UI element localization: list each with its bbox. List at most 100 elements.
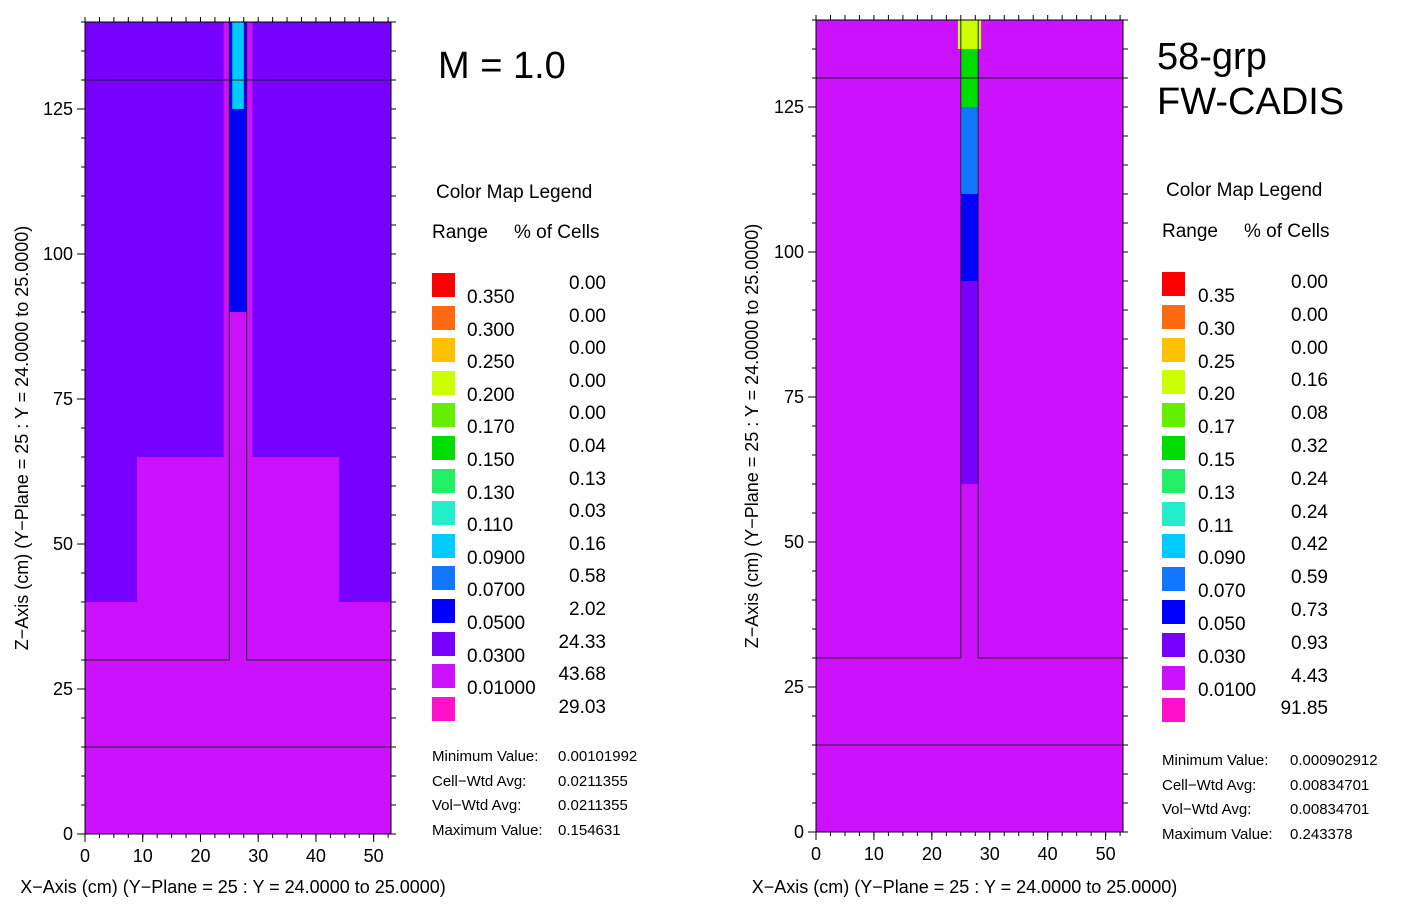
right-legend-pct-value: 91.85 xyxy=(1280,698,1328,720)
left-y-tick-label: 125 xyxy=(43,99,73,119)
right-legend-title: Color Map Legend xyxy=(1166,180,1323,201)
right-legend-range-header: Range xyxy=(1162,221,1218,242)
left-legend-pct-value: 0.58 xyxy=(569,566,606,588)
right-y-tick-label: 25 xyxy=(784,677,804,697)
left-legend-pct-value: 24.33 xyxy=(558,631,606,653)
right-legend-swatch xyxy=(1162,403,1185,428)
right-legend-swatch xyxy=(1162,567,1185,592)
right-legend-pct-value: 0.42 xyxy=(1291,534,1328,556)
left-legend-range-value: 0.350 xyxy=(467,287,515,308)
right-stat-label: Maximum Value: xyxy=(1162,825,1273,843)
left-x-tick-label: 20 xyxy=(190,846,210,866)
left-legend-swatch xyxy=(432,696,455,721)
right-x-tick-label: 40 xyxy=(1038,844,1058,864)
right-stat-value: 0.000902912 xyxy=(1290,752,1378,769)
right-legend-range-value: 0.030 xyxy=(1198,646,1246,668)
right-x-tick-label: 30 xyxy=(980,844,1000,864)
left-legend-swatch xyxy=(432,403,455,428)
left-legend-pct-value: 29.03 xyxy=(558,696,606,718)
right-stat-value: 0.00834701 xyxy=(1290,801,1370,818)
left-legend-pct-value: 0.04 xyxy=(569,436,606,457)
right-legend-pct-value: 0.00 xyxy=(1291,272,1328,293)
left-stat-value: 0.0211355 xyxy=(558,797,628,814)
right-legend-range-value: 0.35 xyxy=(1198,286,1235,307)
left-legend-range-value: 0.0900 xyxy=(467,547,526,569)
left-legend-range-value: 0.150 xyxy=(467,450,515,471)
right-legend-range-value: 0.090 xyxy=(1198,548,1246,570)
left-legend-range-value: 0.170 xyxy=(467,417,515,439)
left-legend-pct-value: 0.13 xyxy=(569,468,606,490)
right-legend-pct-value: 4.43 xyxy=(1291,665,1328,687)
left-legend-title: Color Map Legend xyxy=(436,182,593,203)
right-legend-swatch xyxy=(1162,534,1185,559)
left-legend-swatch xyxy=(432,436,455,460)
right-legend-pct-value: 0.08 xyxy=(1291,403,1328,425)
right-stat-label: Minimum Value: xyxy=(1162,752,1269,769)
right-legend-range-value: 0.30 xyxy=(1198,318,1235,340)
right-annotation-line-1: 58-grp xyxy=(1157,36,1267,78)
left-legend-pct-value: 0.00 xyxy=(569,338,606,360)
left-x-tick-label: 0 xyxy=(80,846,90,866)
left-plot-svg: 0 10 20 30 40 50 0 25 50 75 100 125 X−Axis (cm) (Y−P… xyxy=(12,17,446,897)
right-legend-pct-value: 0.73 xyxy=(1291,600,1328,621)
right-legend-pct-value: 0.59 xyxy=(1291,567,1328,589)
right-legend-pct-value: 0.24 xyxy=(1291,468,1328,490)
right-legend-range-value: 0.050 xyxy=(1198,614,1246,635)
left-legend-swatch xyxy=(432,599,455,623)
left-legend-swatch xyxy=(432,533,455,558)
right-annotation-line-2: FW-CADIS xyxy=(1157,81,1345,123)
right-legend-range-value: 0.11 xyxy=(1198,515,1234,537)
left-x-tick-label: 50 xyxy=(364,846,384,866)
left-legend-range-value: 0.0700 xyxy=(467,580,526,602)
right-legend-pct-header: % of Cells xyxy=(1244,221,1330,242)
left-legend-pct-value: 0.03 xyxy=(569,501,606,523)
right-panel: 0 10 20 30 40 50 0 25 50 75 100 125 X−Axis (cm) (Y−P… xyxy=(730,0,1408,905)
right-stat-value: 0.00834701 xyxy=(1290,776,1370,794)
right-y-tick-label: 75 xyxy=(784,387,804,407)
left-legend-swatch xyxy=(432,664,455,689)
left-heat-region xyxy=(339,22,391,602)
right-legend-range-value: 0.0100 xyxy=(1198,679,1257,701)
left-legend-range-value: 0.01000 xyxy=(467,678,536,700)
left-legend-range-value: 0.0300 xyxy=(467,645,526,667)
left-x-tick-label: 40 xyxy=(306,846,326,866)
right-x-tick-label: 0 xyxy=(811,844,821,864)
right-annotation: 58-grp FW-CADIS xyxy=(1157,35,1344,125)
right-legend-swatch xyxy=(1162,665,1185,690)
left-legend-swatch xyxy=(432,338,455,363)
right-y-tick-label: 125 xyxy=(774,97,804,117)
right-legend-swatch xyxy=(1162,272,1185,296)
left-stat-label: Maximum Value: xyxy=(432,821,543,839)
left-legend-pct-value: 43.68 xyxy=(558,664,606,686)
left-stat-label: Minimum Value: xyxy=(432,748,539,765)
left-y-tick-label: 0 xyxy=(63,824,73,844)
right-legend-range-value: 0.17 xyxy=(1198,417,1235,439)
left-stat-label: Cell−Wtd Avg: xyxy=(432,772,527,790)
left-legend-pct-value: 0.00 xyxy=(569,273,606,294)
left-heat-region xyxy=(136,22,224,457)
left-heat-region xyxy=(252,22,340,457)
left-legend-swatch xyxy=(432,501,455,526)
left-y-tick-label: 25 xyxy=(53,679,73,699)
right-legend-range-value: 0.25 xyxy=(1198,351,1235,373)
right-stat-value: 0.243378 xyxy=(1290,825,1353,843)
left-legend-swatch xyxy=(432,566,455,591)
left-legend-range-value: 0.250 xyxy=(467,352,515,374)
left-y-tick-label: 75 xyxy=(53,389,73,409)
right-y-tick-label: 50 xyxy=(784,532,804,552)
left-legend-range-value: 0.110 xyxy=(467,515,514,537)
left-legend-pct-value: 0.00 xyxy=(569,370,606,392)
right-legend-swatch xyxy=(1162,370,1185,395)
left-legend-swatch xyxy=(432,631,455,656)
right-legend-pct-value: 0.00 xyxy=(1291,304,1328,326)
right-stat-label: Cell−Wtd Avg: xyxy=(1162,776,1257,794)
right-legend-swatch xyxy=(1162,632,1185,657)
right-legend-swatch xyxy=(1162,304,1185,329)
left-legend-range-value: 0.0500 xyxy=(467,613,526,634)
left-heat-region xyxy=(232,22,244,109)
left-x-tick-label: 10 xyxy=(133,846,153,866)
left-y-tick-label: 50 xyxy=(53,534,73,554)
right-plot-svg: 0 10 20 30 40 50 0 25 50 75 100 125 X−Axis (cm) (Y−P… xyxy=(742,15,1177,897)
left-stat-value: 0.00101992 xyxy=(558,748,638,765)
right-legend-pct-value: 0.16 xyxy=(1291,370,1328,392)
